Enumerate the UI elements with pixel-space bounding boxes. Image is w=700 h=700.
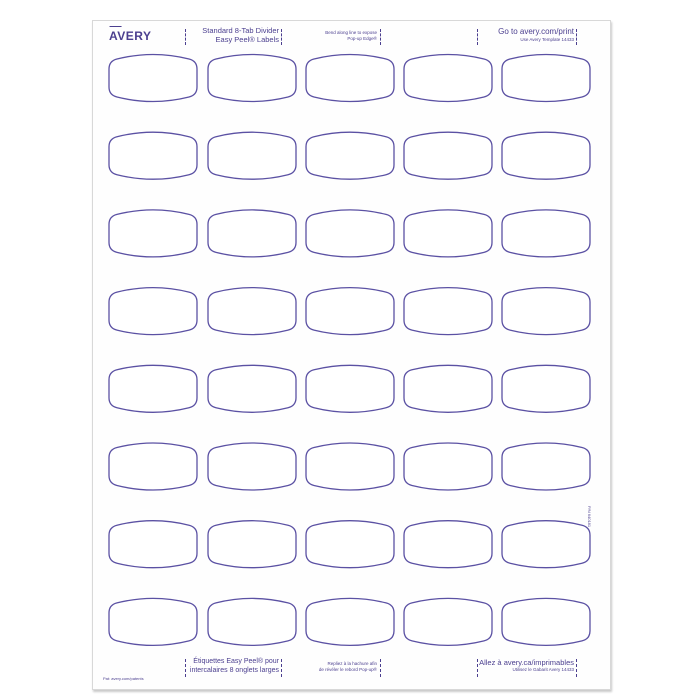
tab-label — [207, 131, 297, 180]
tab-label — [108, 53, 198, 103]
divider-line — [281, 659, 282, 677]
divider-line — [380, 29, 381, 45]
tab-label — [305, 597, 395, 646]
header-product: Standard 8-Tab Divider Easy Peel® Labels — [202, 26, 279, 44]
tab-label — [501, 520, 591, 569]
divider-line — [477, 29, 478, 45]
tab-label — [305, 520, 395, 569]
tab-label — [108, 520, 198, 569]
tab-label — [207, 287, 297, 336]
tab-label — [108, 364, 198, 413]
tab-label — [403, 209, 493, 258]
tab-label — [305, 53, 395, 103]
divider-line — [185, 659, 186, 677]
tab-label — [501, 597, 591, 646]
divider-line — [576, 659, 577, 677]
tab-label — [305, 131, 395, 180]
tab-label — [403, 442, 493, 491]
header-website: Go to avery.com/print Use Avery Template … — [498, 27, 574, 42]
tab-label — [108, 209, 198, 258]
header-instruction: Bend along line to expose Pop-up Edge® — [325, 30, 377, 41]
tab-label — [108, 442, 198, 491]
tab-label — [403, 53, 493, 103]
divider-line — [185, 29, 186, 45]
tab-label — [403, 597, 493, 646]
tab-label — [305, 287, 395, 336]
tab-label — [501, 131, 591, 180]
tab-label — [403, 520, 493, 569]
tab-label — [207, 442, 297, 491]
tab-label — [501, 209, 591, 258]
divider-line — [281, 29, 282, 45]
tab-label — [108, 287, 198, 336]
tab-label — [305, 364, 395, 413]
divider-line — [576, 29, 577, 45]
avery-logo: AVERY — [108, 26, 152, 43]
tab-label — [207, 209, 297, 258]
tab-label — [108, 131, 198, 180]
tab-label — [207, 520, 297, 569]
tab-label — [501, 287, 591, 336]
tab-label — [501, 442, 591, 491]
tab-label — [305, 209, 395, 258]
divider-line — [380, 659, 381, 677]
footer-product: Étiquettes Easy Peel® pour intercalaires … — [189, 658, 279, 674]
tab-label — [403, 364, 493, 413]
footer-patents: Pat: avery.com/patents — [103, 676, 144, 681]
tab-label — [108, 597, 198, 646]
tab-label — [207, 597, 297, 646]
tab-label — [305, 442, 395, 491]
divider-line — [477, 659, 478, 677]
tab-label — [501, 53, 591, 103]
footer-instruction: Repliez à la hachure afin de révéler le r… — [318, 661, 377, 672]
tab-label — [207, 364, 297, 413]
tab-label — [501, 364, 591, 413]
tab-label — [403, 131, 493, 180]
tab-label — [403, 287, 493, 336]
tab-label — [207, 53, 297, 103]
footer-website: Allez à avery.ca/imprimables Utilisez le … — [479, 658, 574, 672]
